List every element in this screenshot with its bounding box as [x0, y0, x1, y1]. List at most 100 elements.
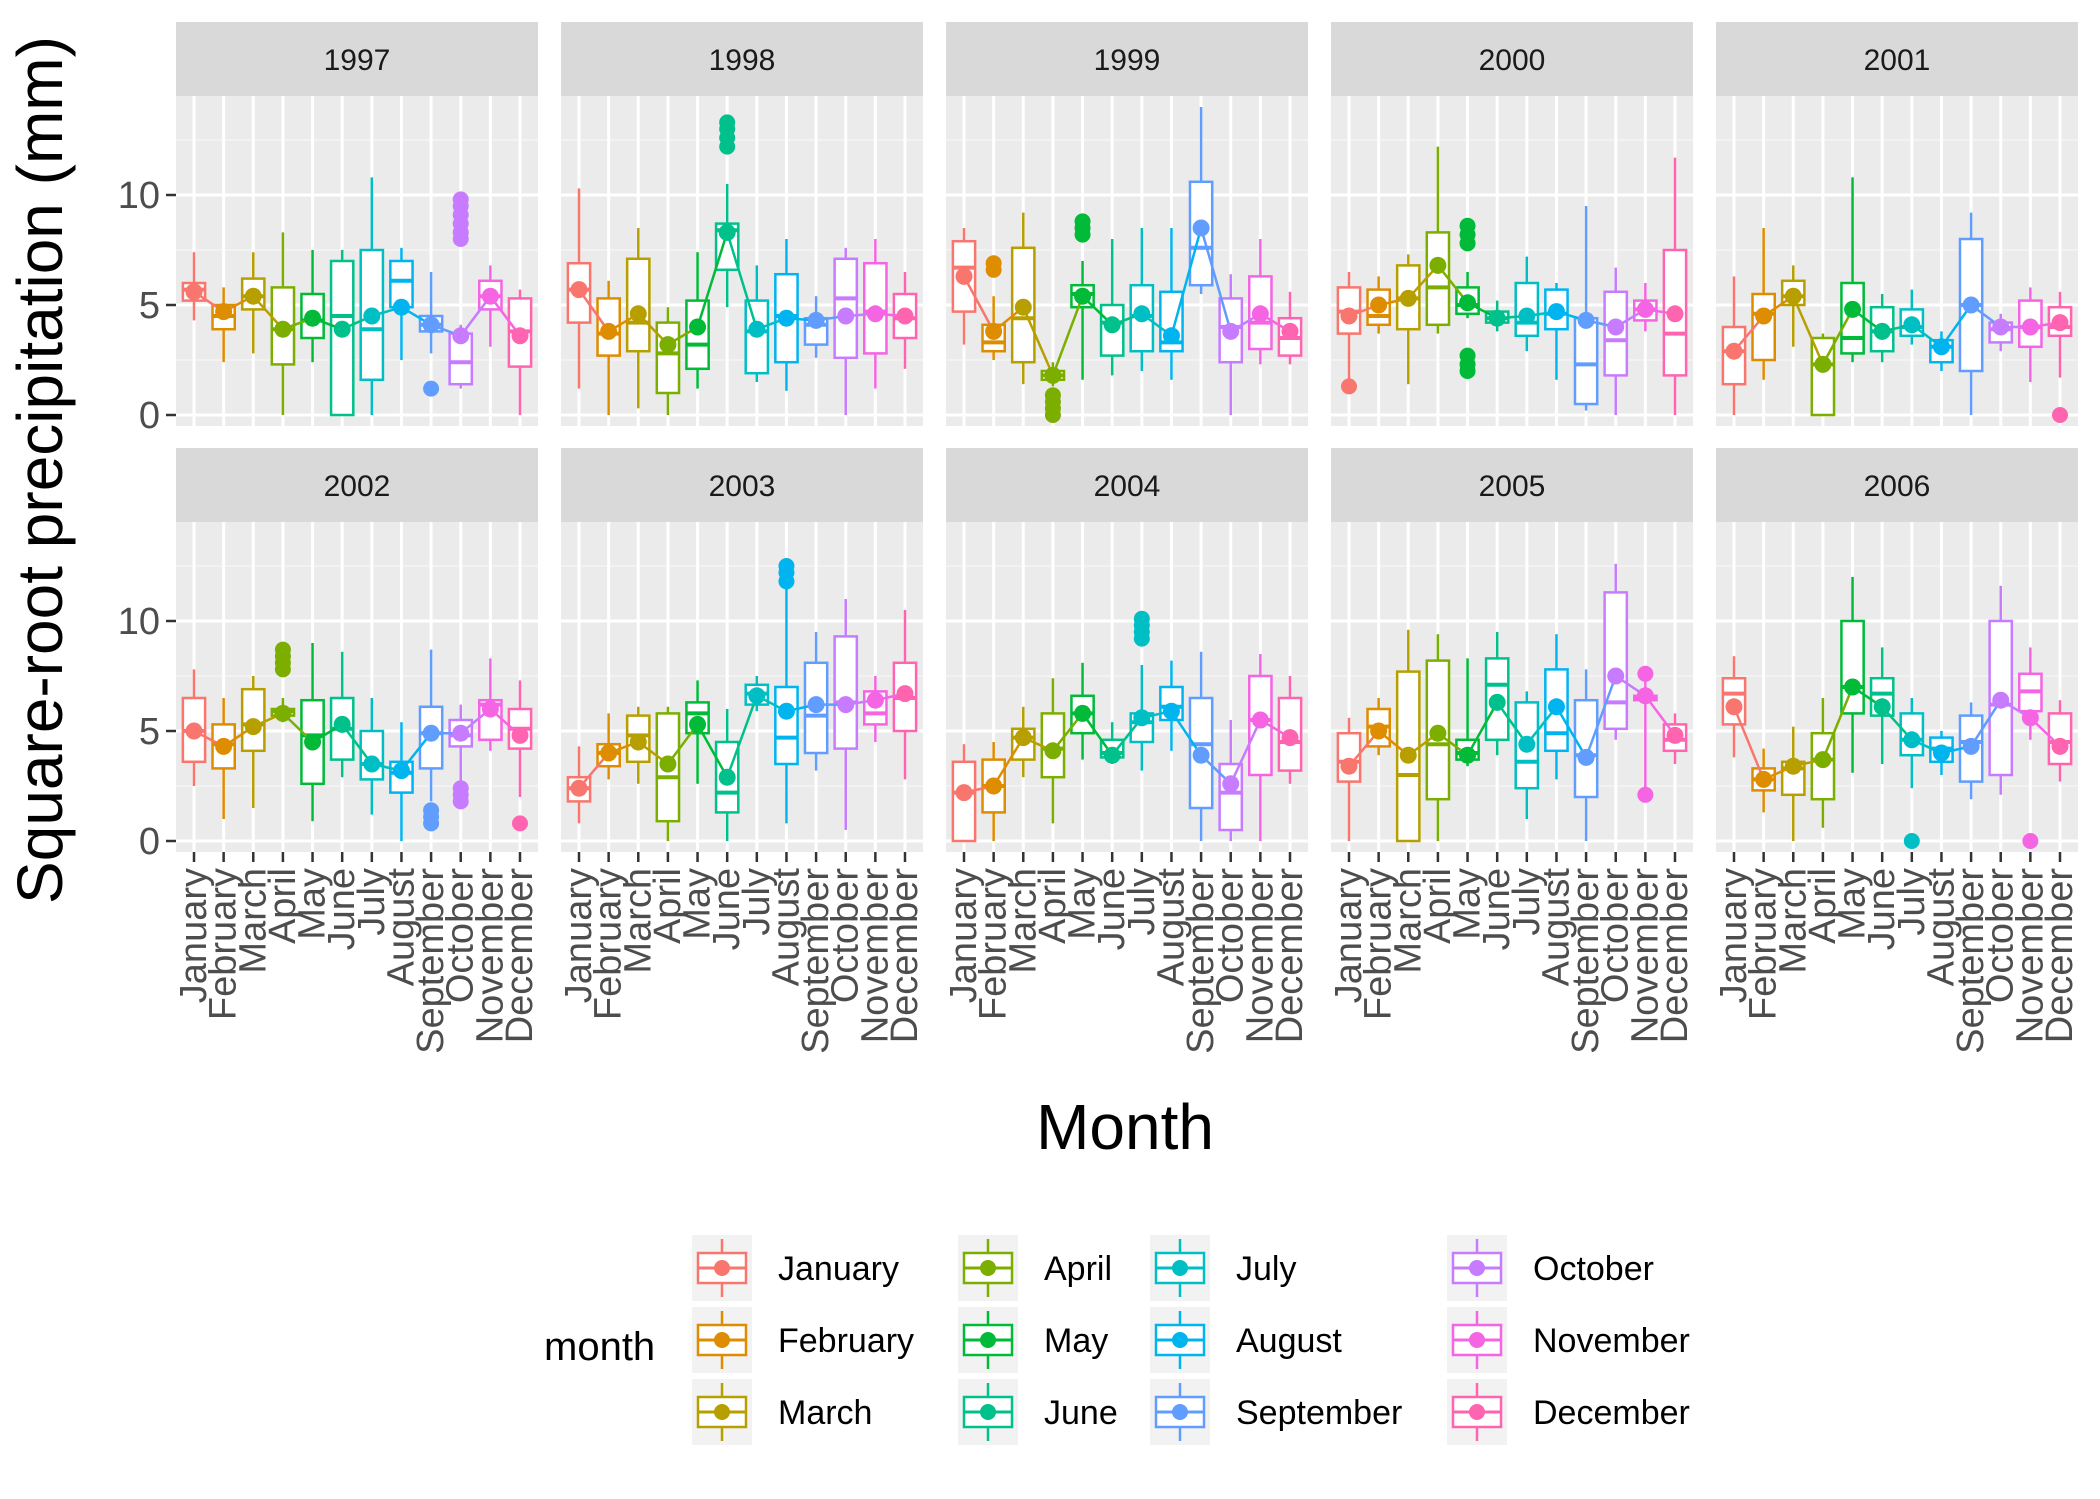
mean-point — [718, 768, 736, 786]
mean-point — [422, 724, 440, 742]
mean-line-segment — [726, 695, 758, 778]
mean-point — [1192, 746, 1210, 764]
facet-strip-label: 2002 — [324, 470, 391, 503]
panel-background — [561, 522, 923, 852]
outlier-point — [1074, 213, 1091, 230]
x-tick-label: October — [825, 868, 867, 1004]
mean-line-segment — [696, 232, 729, 328]
legend-key-point — [1469, 1260, 1485, 1276]
x-tick-label: April — [1032, 868, 1074, 944]
legend-key-point — [714, 1332, 730, 1348]
x-tick-label: April — [1417, 868, 1459, 944]
mean-point — [1577, 748, 1595, 766]
facet-strip-label: 2005 — [1479, 470, 1546, 503]
facet-strip — [1331, 448, 1693, 522]
box-august — [774, 685, 799, 766]
mean-point — [1044, 366, 1062, 384]
mean-point — [1488, 693, 1506, 711]
box-september — [1573, 316, 1599, 406]
mean-point — [955, 784, 973, 802]
mean-point — [1162, 327, 1180, 345]
facet-strip-label: 2000 — [1479, 44, 1546, 77]
panel-background — [561, 96, 923, 426]
x-tick-label: November — [1624, 868, 1666, 1044]
legend-item-june: June — [958, 1379, 1118, 1445]
mean-point — [896, 685, 914, 703]
mean-point — [570, 779, 588, 797]
x-tick-label: September — [795, 868, 837, 1054]
mean-point — [1755, 307, 1773, 325]
legend-key-point — [980, 1332, 996, 1348]
legend-key-point — [1172, 1404, 1188, 1420]
x-tick-label: January — [173, 868, 215, 1003]
x-tick-label: June — [706, 868, 748, 950]
mean-point — [2051, 314, 2069, 332]
mean-point — [1666, 726, 1684, 744]
mean-point — [718, 223, 736, 241]
mean-point — [304, 733, 322, 751]
mean-line-segment — [1821, 308, 1854, 365]
mean-point — [748, 687, 766, 705]
x-tick-label: May — [677, 868, 719, 940]
mean-point — [1429, 724, 1447, 742]
legend-item-label: February — [778, 1322, 914, 1360]
mean-point — [866, 305, 884, 323]
x-tick-label: September — [1565, 868, 1607, 1054]
x-tick-label: January — [943, 868, 985, 1003]
mean-line-segment — [696, 723, 729, 778]
mean-point — [1547, 698, 1565, 716]
mean-line-segment — [1940, 304, 1973, 348]
x-tick-label: June — [1861, 868, 1903, 950]
mean-point — [2021, 709, 2039, 727]
legend-item-april: April — [958, 1235, 1112, 1301]
facet-strip — [561, 22, 923, 96]
x-tick-label: July — [1121, 868, 1163, 936]
outlier-point — [512, 815, 528, 832]
x-tick-label: August — [1920, 868, 1962, 987]
legend-key-point — [1172, 1260, 1188, 1276]
mean-point — [452, 327, 470, 345]
mean-point — [1932, 744, 1950, 762]
panel-2001: 2001 — [1716, 22, 2078, 426]
box-april — [655, 321, 681, 395]
legend-item-label: June — [1044, 1394, 1118, 1432]
facet-strip-label: 2001 — [1864, 44, 1931, 77]
panel-background — [176, 96, 538, 426]
x-tick-label: May — [1832, 868, 1874, 940]
outlier-point — [274, 641, 291, 658]
mean-point — [1370, 722, 1388, 740]
panel-2006: 2006 JanuaryFebruaryMarchAprilMayJuneJuly… — [1713, 448, 2081, 1054]
facet-strip — [176, 448, 538, 522]
mean-point — [1251, 711, 1269, 729]
y-tick-label: 0 — [139, 395, 160, 437]
panel-2004: 2004 JanuaryFebruaryMarchAprilMayJuneJuly… — [943, 448, 1311, 1054]
mean-point — [1014, 729, 1032, 747]
box-april — [1810, 336, 1836, 417]
mean-point — [659, 755, 677, 773]
x-tick-label: September — [410, 868, 452, 1054]
facet-strip — [1716, 22, 2078, 96]
x-tick-label: February — [588, 868, 630, 1020]
facet-strip-label: 2006 — [1864, 470, 1931, 503]
mean-point — [2051, 737, 2069, 755]
mean-point — [1370, 296, 1388, 314]
mean-line-segment — [1466, 701, 1499, 756]
facet-strip — [946, 448, 1308, 522]
mean-point — [689, 715, 707, 733]
mean-point — [1518, 307, 1536, 325]
box-may — [1840, 281, 1865, 355]
x-tick-label: April — [647, 868, 689, 944]
mean-point — [777, 309, 795, 327]
mean-point — [1222, 775, 1240, 793]
legend-title: month — [544, 1325, 655, 1369]
mean-point — [1488, 309, 1506, 327]
mean-point — [837, 307, 855, 325]
legend-item-may: May — [958, 1307, 1108, 1373]
mean-point — [1251, 305, 1269, 323]
y-tick-label: 10 — [118, 601, 160, 643]
mean-line-segment — [1051, 295, 1084, 376]
mean-line-segment — [1792, 295, 1825, 365]
mean-point — [689, 318, 707, 336]
panel-2005: 2005 JanuaryFebruaryMarchAprilMayJuneJuly… — [1328, 448, 1696, 1054]
mean-point — [807, 696, 825, 714]
